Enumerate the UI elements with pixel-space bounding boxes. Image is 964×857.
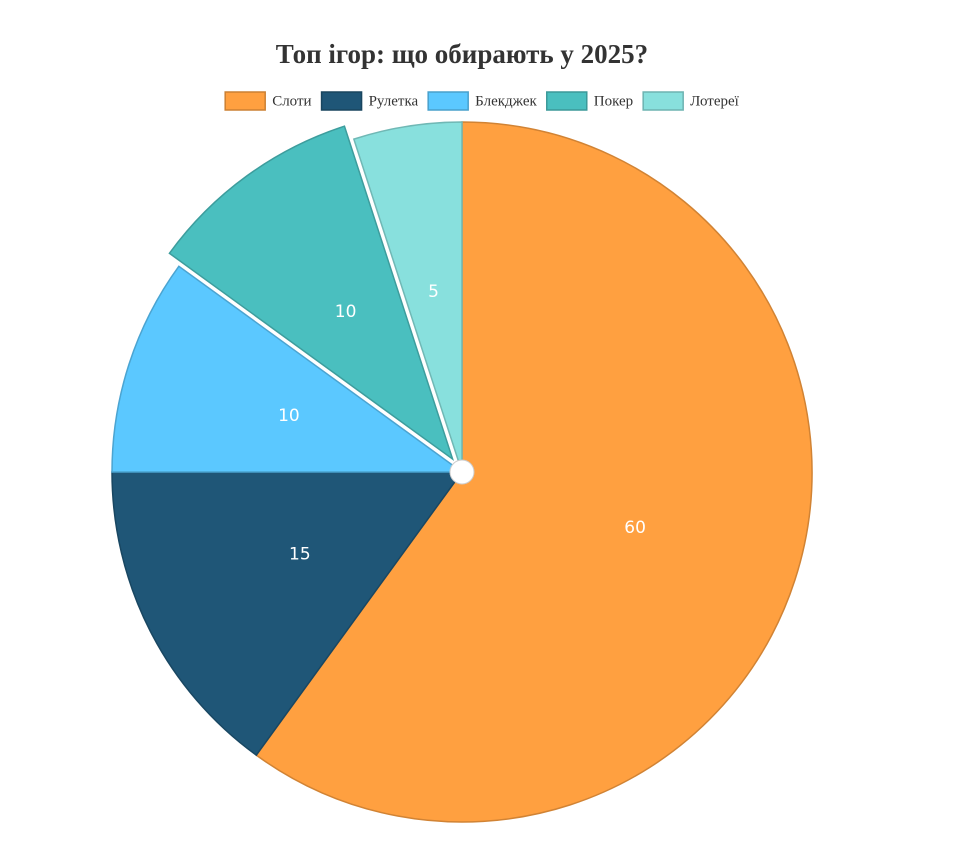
- legend-label: Лотереї: [690, 93, 739, 109]
- legend-swatch: [546, 91, 588, 111]
- chart-title: Топ ігор: що обирають у 2025?: [276, 39, 648, 69]
- pie-slice: [352, 121, 463, 473]
- slice-label: 5: [428, 282, 439, 302]
- slice-label: 10: [335, 302, 357, 322]
- legend-item: Покер: [546, 91, 633, 111]
- legend-label: Слоти: [272, 93, 311, 109]
- legend-swatch: [224, 91, 266, 111]
- legend-label: Блекджек: [475, 93, 537, 109]
- legend-item: Блекджек: [427, 91, 537, 111]
- legend-item: Рулетка: [320, 91, 419, 111]
- slice-label: 15: [289, 545, 311, 565]
- legend: Слоти Рулетка Блекджек Покер Лотереї: [224, 91, 740, 111]
- pie-slice: [168, 125, 455, 462]
- center-dot: [449, 459, 475, 485]
- legend-label: Покер: [594, 93, 633, 109]
- legend-swatch: [642, 91, 684, 111]
- legend-swatch: [320, 91, 363, 111]
- legend-item: Слоти: [224, 91, 312, 111]
- pie-slice: [255, 121, 813, 823]
- legend-label: Рулетка: [369, 93, 419, 109]
- pie-slice: [111, 265, 465, 473]
- slice-label: 60: [624, 518, 646, 538]
- legend-swatch: [427, 91, 469, 111]
- legend-item: Лотереї: [642, 91, 740, 111]
- pie-slice: [111, 471, 464, 757]
- slice-label: 10: [278, 406, 300, 426]
